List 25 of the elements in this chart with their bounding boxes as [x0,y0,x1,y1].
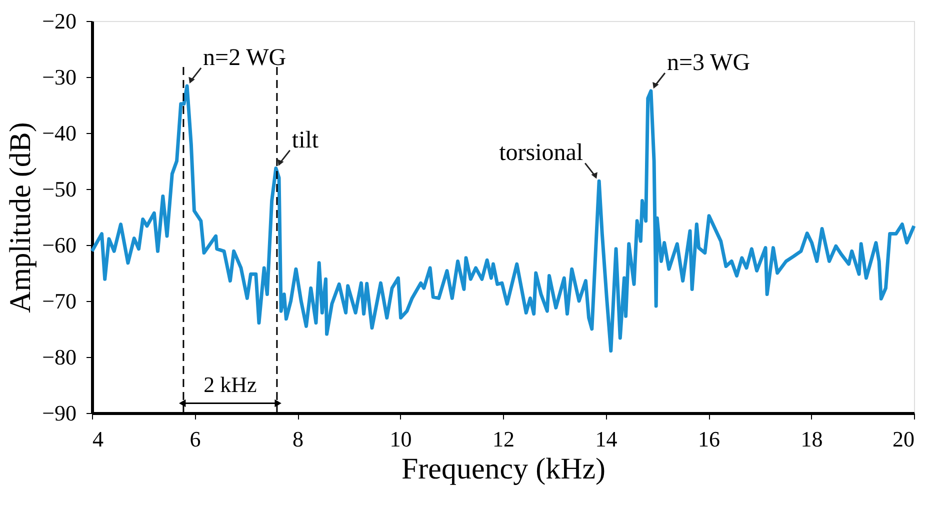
annotation: tilt [292,127,319,154]
y-tick-label: −70 [42,288,76,314]
y-axis-title: Amplitude (dB) [4,122,38,313]
x-axis-title: Frequency (kHz) [401,452,606,486]
y-tick-label: −50 [42,176,76,202]
x-tick-label: 6 [190,426,201,452]
annotation: 2 kHz [204,372,258,398]
y-tick-label: −90 [42,400,76,426]
y-tick-label: −30 [42,64,76,90]
annotation: n=2 WG [203,44,286,71]
line-series [90,84,916,353]
y-tick-label: −80 [42,344,76,370]
annotation: torsional [499,140,584,166]
x-tick-label: 8 [292,426,304,452]
x-tick-label: 16 [698,426,720,452]
x-tick-label: 12 [492,426,514,452]
x-tick-label: 20 [892,426,914,452]
y-tick-label: −20 [42,8,76,34]
y-tick-label: −40 [42,120,76,146]
x-tick-label: 18 [800,426,823,452]
y-tick-label: −60 [42,232,76,258]
x-tick-label: 10 [390,426,412,452]
annotation: n=3 WG [666,50,750,76]
x-tick-label: 14 [595,426,618,452]
x-tick-label: 4 [92,426,104,452]
